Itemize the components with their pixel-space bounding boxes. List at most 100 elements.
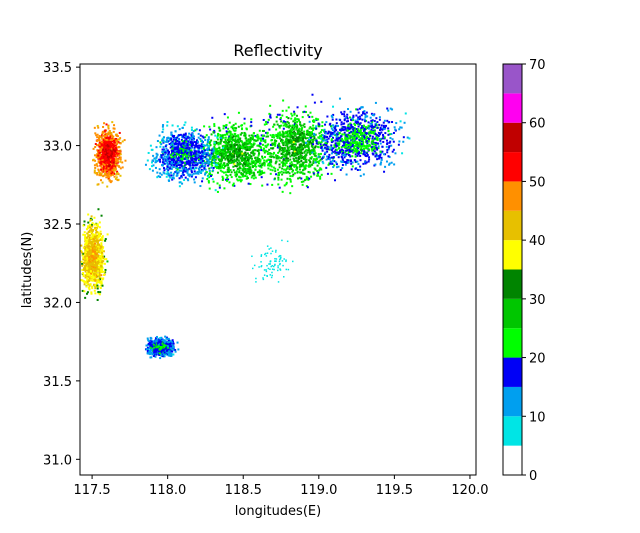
echo-pixel (113, 175, 116, 178)
echo-pixel (227, 156, 230, 159)
echo-pixel (193, 148, 196, 151)
echo-pixel (96, 234, 99, 237)
echo-pixel (99, 280, 102, 283)
echo-pixel (182, 145, 185, 148)
echo-pixel (97, 160, 100, 163)
echo-pixel (195, 143, 198, 146)
echo-pixel (207, 138, 210, 141)
echo-pixel (312, 147, 315, 150)
echo-pixel (275, 173, 278, 176)
echo-pixel (320, 135, 323, 138)
echo-pixel (295, 168, 298, 171)
echo-pixel (107, 153, 110, 156)
echo-pixel (358, 152, 361, 155)
echo-pixel (213, 147, 216, 150)
echo-pixel (372, 141, 375, 144)
echo-pixel (103, 170, 106, 173)
echo-pixel (248, 173, 251, 176)
echo-pixel (361, 136, 364, 139)
echo-pixel (288, 139, 291, 142)
echo-pixel (184, 153, 187, 156)
echo-pixel (202, 159, 205, 162)
echo-pixel (373, 119, 376, 122)
echo-pixel (238, 143, 241, 146)
echo-pixel (362, 144, 365, 147)
echo-pixel (187, 148, 190, 151)
echo-pixel (360, 144, 363, 147)
echo-pixel (111, 173, 114, 176)
echo-pixel (230, 141, 233, 144)
echo-pixel (341, 144, 344, 147)
echo-pixel (311, 138, 314, 141)
echo-pixel (352, 114, 355, 117)
echo-pixel (177, 142, 180, 145)
echo-pixel (305, 158, 308, 161)
echo-pixel (386, 142, 389, 145)
echo-pixel (293, 152, 296, 155)
echo-pixel (322, 138, 325, 141)
echo-pixel (247, 146, 250, 149)
echo-pixel (255, 162, 258, 165)
echo-pixel (372, 132, 375, 135)
echo-pixel (105, 123, 108, 126)
echo-pixel (360, 132, 363, 135)
echo-pixel (256, 160, 259, 163)
echo-pixel (276, 168, 279, 171)
echo-pixel (234, 174, 237, 177)
echo-pixel (285, 109, 288, 112)
echo-pixel (342, 144, 345, 147)
echo-pixel (216, 155, 219, 158)
echo-pixel (295, 156, 298, 159)
echo-pixel (211, 157, 214, 160)
echo-pixel (180, 138, 183, 141)
echo-pixel (311, 93, 314, 96)
echo-pixel (159, 175, 162, 178)
echo-pixel (181, 167, 184, 170)
echo-pixel (266, 132, 269, 135)
echo-pixel (354, 131, 357, 134)
echo-pixel (329, 156, 332, 159)
echo-pixel (168, 173, 171, 176)
echo-pixel (195, 141, 198, 144)
echo-pixel (108, 137, 111, 140)
echo-pixel (233, 150, 236, 153)
echo-pixel (251, 165, 254, 168)
echo-pixel (345, 120, 348, 123)
echo-pixel (281, 190, 284, 193)
echo-pixel (276, 123, 279, 126)
echo-pixel (102, 131, 105, 134)
echo-pixel (370, 119, 373, 122)
echo-pixel (394, 128, 397, 131)
echo-pixel (279, 116, 282, 119)
echo-pixel (212, 166, 215, 169)
echo-pixel (180, 155, 183, 158)
echo-pixel (187, 168, 190, 171)
echo-pixel (228, 143, 231, 146)
echo-pixel (104, 133, 107, 136)
echo-pixel (225, 126, 228, 129)
echo-pixel (181, 142, 184, 145)
echo-pixel (309, 111, 312, 114)
echo-pixel (166, 149, 169, 152)
echo-pixel (116, 146, 119, 149)
echo-pixel (99, 146, 102, 149)
echo-pixel (337, 132, 340, 135)
echo-pixel (393, 126, 396, 129)
echo-pixel (215, 142, 218, 145)
echo-pixel (162, 141, 165, 144)
echo-pixel (319, 152, 322, 155)
echo-pixel (318, 141, 321, 144)
echo-pixel (233, 163, 236, 166)
echo-pixel (219, 138, 222, 141)
echo-pixel (314, 154, 317, 157)
echo-pixel (353, 127, 356, 130)
echo-pixel (289, 162, 292, 165)
echo-pixel (338, 140, 341, 143)
echo-pixel (341, 158, 344, 161)
echo-pixel (317, 171, 320, 174)
echo-pixel (169, 165, 172, 168)
echo-pixel (247, 171, 250, 174)
echo-pixel (110, 133, 113, 136)
echo-pixel (192, 160, 195, 163)
echo-pixel (291, 140, 294, 143)
